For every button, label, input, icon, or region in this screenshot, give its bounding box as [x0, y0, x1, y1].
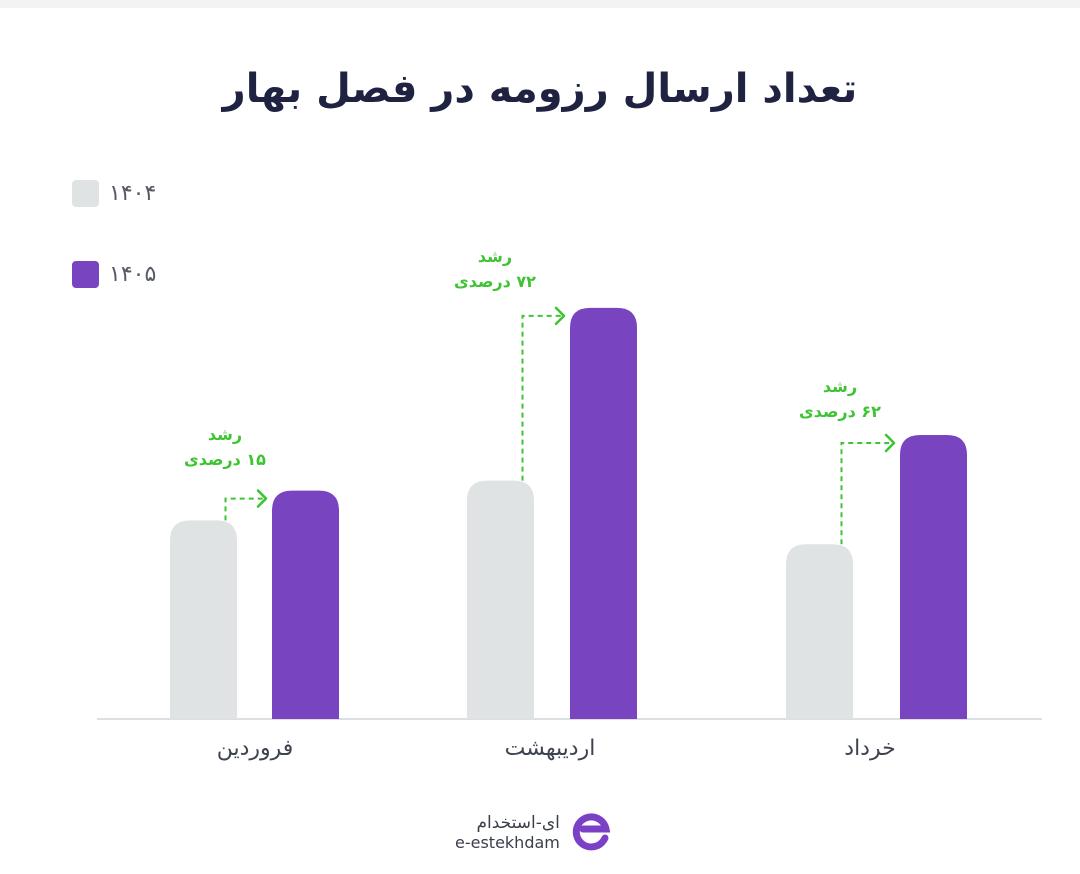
growth-label-line1: رشد	[207, 425, 243, 444]
logo-text: ای‌-استخدام e-estekhdam	[455, 813, 560, 852]
legend-label-1404: ۱۴۰۴	[109, 181, 157, 206]
growth-label-line2: ۷۲ درصدی	[454, 272, 536, 291]
growth-arrow-line-farvardin	[224, 497, 266, 521]
growth-arrow-head-khordad	[884, 433, 896, 453]
growth-label-farvardin: رشد ۱۵ درصدی	[160, 422, 290, 472]
top-strip	[0, 0, 1080, 8]
growth-arrow-line-khordad	[840, 441, 894, 545]
growth-label-line2: ۱۵ درصدی	[184, 450, 266, 469]
bar-khordad-1404	[786, 544, 853, 719]
bar-khordad-1405	[900, 434, 967, 719]
growth-arrow-head-ordibehesht	[554, 306, 566, 326]
chart-title: تعداد ارسال رزومه در فصل بهار	[222, 66, 858, 112]
legend-item-1404: ۱۴۰۴	[72, 180, 156, 207]
bar-ordibehesht-1405	[570, 307, 637, 719]
growth-label-line1: رشد	[477, 247, 513, 266]
growth-label-ordibehesht: رشد ۷۲ درصدی	[430, 244, 560, 294]
growth-label-line2: ۶۲ درصدی	[799, 402, 881, 421]
legend-swatch-1405	[72, 261, 99, 288]
logo-text-fa: ای‌-استخدام	[476, 812, 560, 833]
growth-arrow-line-ordibehesht	[521, 314, 564, 481]
bar-farvardin-1405	[272, 490, 339, 719]
legend-swatch-1404	[72, 180, 99, 207]
e-logo-icon	[572, 813, 611, 851]
category-label-khordad: خرداد	[844, 736, 896, 761]
logo-text-en: e-estekhdam	[455, 832, 560, 852]
growth-label-khordad: رشد ۶۲ درصدی	[775, 374, 905, 424]
bar-farvardin-1404	[170, 520, 237, 719]
category-label-farvardin: فروردین	[216, 736, 294, 761]
growth-arrow-head-farvardin	[256, 489, 268, 508]
category-label-ordibehesht: اردیبهشت	[504, 736, 596, 761]
legend-label-1405: ۱۴۰۵	[109, 262, 157, 287]
brand-logo: ای‌-استخدام e-estekhdam	[455, 812, 612, 852]
growth-label-line1: رشد	[822, 377, 858, 396]
legend-item-1405: ۱۴۰۵	[72, 261, 156, 288]
bar-ordibehesht-1404	[467, 480, 534, 719]
